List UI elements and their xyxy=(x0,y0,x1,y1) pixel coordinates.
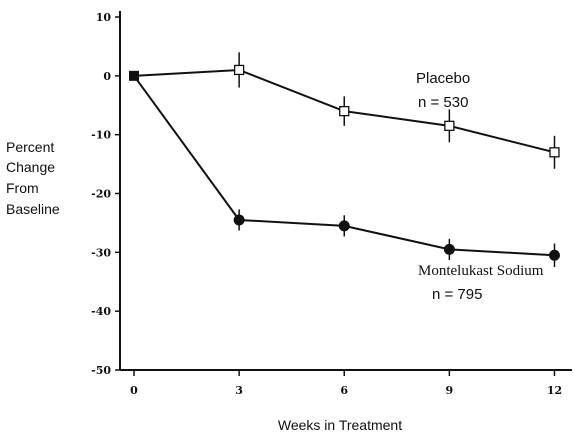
x-axis-ticks: 0 3 6 9 12 xyxy=(130,370,562,397)
legend-placebo-name: Placebo xyxy=(416,70,470,87)
y-axis-title-line-2: Change xyxy=(6,159,55,175)
series-montelukast xyxy=(133,75,560,268)
legend-montelukast-name: Montelukast Sodium xyxy=(418,263,544,279)
data-point xyxy=(233,214,245,226)
y-tick-label: -30 xyxy=(91,246,111,259)
series-placebo xyxy=(129,52,560,169)
x-tick-label: 0 xyxy=(130,384,138,397)
data-point xyxy=(548,249,560,261)
y-tick-label: 10 xyxy=(96,11,112,24)
x-tick-label: 9 xyxy=(446,384,454,397)
y-axis-ticks: 10 0 -10 -20 -30 -40 -50 xyxy=(91,11,120,377)
data-point xyxy=(444,120,455,131)
y-tick-label: -50 xyxy=(91,364,111,377)
legend-placebo-n: n = 530 xyxy=(418,94,468,111)
legend-montelukast-n: n = 795 xyxy=(432,286,482,303)
x-tick-label: 3 xyxy=(235,384,243,397)
data-point xyxy=(233,64,245,76)
series-layer xyxy=(129,52,560,268)
data-point xyxy=(338,220,350,232)
y-tick-label: -10 xyxy=(91,129,111,142)
axes xyxy=(119,11,572,371)
y-tick-label: 0 xyxy=(103,70,111,83)
data-point xyxy=(339,105,350,117)
y-axis-title: Percent Change From Baseline xyxy=(6,139,60,217)
y-axis-title-line-3: From xyxy=(6,180,39,196)
y-tick-label: -20 xyxy=(91,188,111,201)
y-axis-title-line-1: Percent xyxy=(6,139,54,155)
y-tick-label: -40 xyxy=(91,305,111,318)
x-tick-label: 6 xyxy=(340,384,348,397)
x-tick-label: 12 xyxy=(547,384,562,397)
data-point xyxy=(443,243,455,255)
y-axis-title-line-4: Baseline xyxy=(6,201,60,217)
data-point xyxy=(549,147,560,158)
x-axis-title: Weeks in Treatment xyxy=(278,417,402,433)
